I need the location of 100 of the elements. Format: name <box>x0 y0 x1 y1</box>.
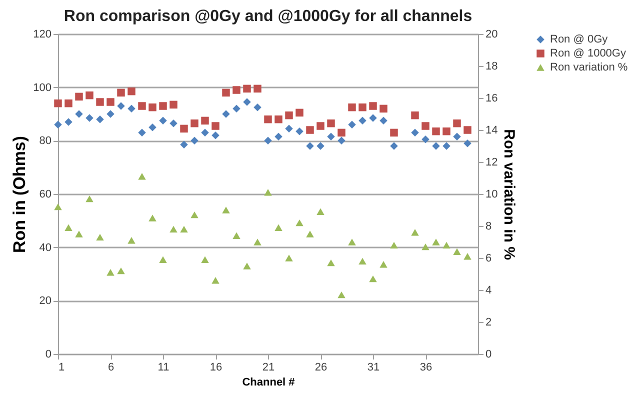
point <box>201 128 209 137</box>
point <box>212 277 220 284</box>
point <box>148 123 156 132</box>
point <box>232 86 240 94</box>
point <box>75 92 83 101</box>
point <box>348 103 356 112</box>
point <box>54 120 62 129</box>
point <box>212 131 220 140</box>
y2-tick-label: 10 <box>486 188 498 200</box>
point <box>128 87 136 96</box>
point <box>106 98 114 106</box>
point <box>411 229 419 236</box>
point <box>190 136 198 145</box>
point <box>254 238 262 246</box>
point <box>327 119 335 128</box>
point <box>117 102 125 110</box>
y-tick-label: 20 <box>39 295 52 308</box>
point <box>380 104 388 113</box>
point <box>411 111 419 120</box>
point <box>201 116 209 125</box>
point <box>148 103 156 112</box>
point <box>254 84 262 93</box>
point <box>138 102 146 110</box>
point <box>264 115 272 124</box>
point <box>348 238 356 246</box>
point <box>232 232 240 239</box>
point <box>316 142 324 150</box>
point <box>128 104 136 113</box>
point <box>274 132 282 141</box>
point <box>180 226 188 233</box>
y2-tick-label: 8 <box>486 220 492 232</box>
y2-tick-label: 14 <box>486 124 498 136</box>
point <box>369 102 377 110</box>
x-axis-title: Channel # <box>242 376 295 388</box>
y2-tick-label: 2 <box>486 316 492 328</box>
point <box>422 122 430 130</box>
point <box>222 206 230 214</box>
point <box>222 110 230 118</box>
point <box>369 114 377 122</box>
point <box>327 132 335 141</box>
point <box>243 84 251 93</box>
y-tick-label: 0 <box>45 348 52 360</box>
point <box>86 114 94 122</box>
point <box>380 261 388 268</box>
y2-tick-label: 0 <box>486 348 492 360</box>
point <box>296 219 304 226</box>
point <box>190 211 198 218</box>
y-axis-title: Ron in (Ohms) <box>10 136 30 254</box>
point <box>170 119 178 128</box>
point <box>170 100 178 109</box>
point <box>54 203 62 210</box>
point <box>64 99 72 108</box>
point <box>306 142 314 150</box>
x-tick-label: 11 <box>158 362 170 374</box>
legend-label: Ron variation % <box>550 62 628 74</box>
point <box>442 127 450 136</box>
point <box>96 234 104 241</box>
point <box>274 224 282 231</box>
point <box>453 132 461 141</box>
point <box>285 111 293 120</box>
point <box>117 88 125 97</box>
point <box>432 142 440 150</box>
point <box>338 128 346 137</box>
point <box>264 136 272 145</box>
y2-tick-label: 16 <box>486 92 498 104</box>
point <box>453 119 461 128</box>
point <box>170 226 178 233</box>
y-tick-label: 120 <box>33 28 52 40</box>
point <box>254 103 262 112</box>
point <box>96 98 104 106</box>
point <box>422 135 430 144</box>
y-tick-label: 80 <box>39 135 52 148</box>
point <box>306 126 314 134</box>
point <box>274 115 282 124</box>
point <box>117 267 125 274</box>
y2-tick-label: 18 <box>486 60 498 72</box>
point <box>243 262 251 270</box>
point <box>464 253 472 260</box>
y2-tick-label: 4 <box>486 284 492 296</box>
point <box>138 173 146 180</box>
point <box>54 99 62 108</box>
point <box>464 126 472 134</box>
x-tick-label: 16 <box>210 362 222 374</box>
y2-tick-label: 20 <box>486 28 498 40</box>
point <box>296 108 304 117</box>
point <box>422 243 430 250</box>
point <box>232 104 240 113</box>
point <box>86 91 94 100</box>
y2-tick-label: 12 <box>486 156 498 168</box>
point <box>442 142 450 150</box>
point <box>296 127 304 136</box>
point <box>338 136 346 145</box>
point <box>86 195 94 202</box>
point <box>285 124 293 133</box>
point <box>390 128 398 137</box>
point <box>201 256 209 263</box>
point <box>159 116 167 125</box>
legend-label: Ron @ 1000Gy <box>550 48 626 60</box>
point <box>285 254 293 262</box>
point <box>432 127 440 136</box>
